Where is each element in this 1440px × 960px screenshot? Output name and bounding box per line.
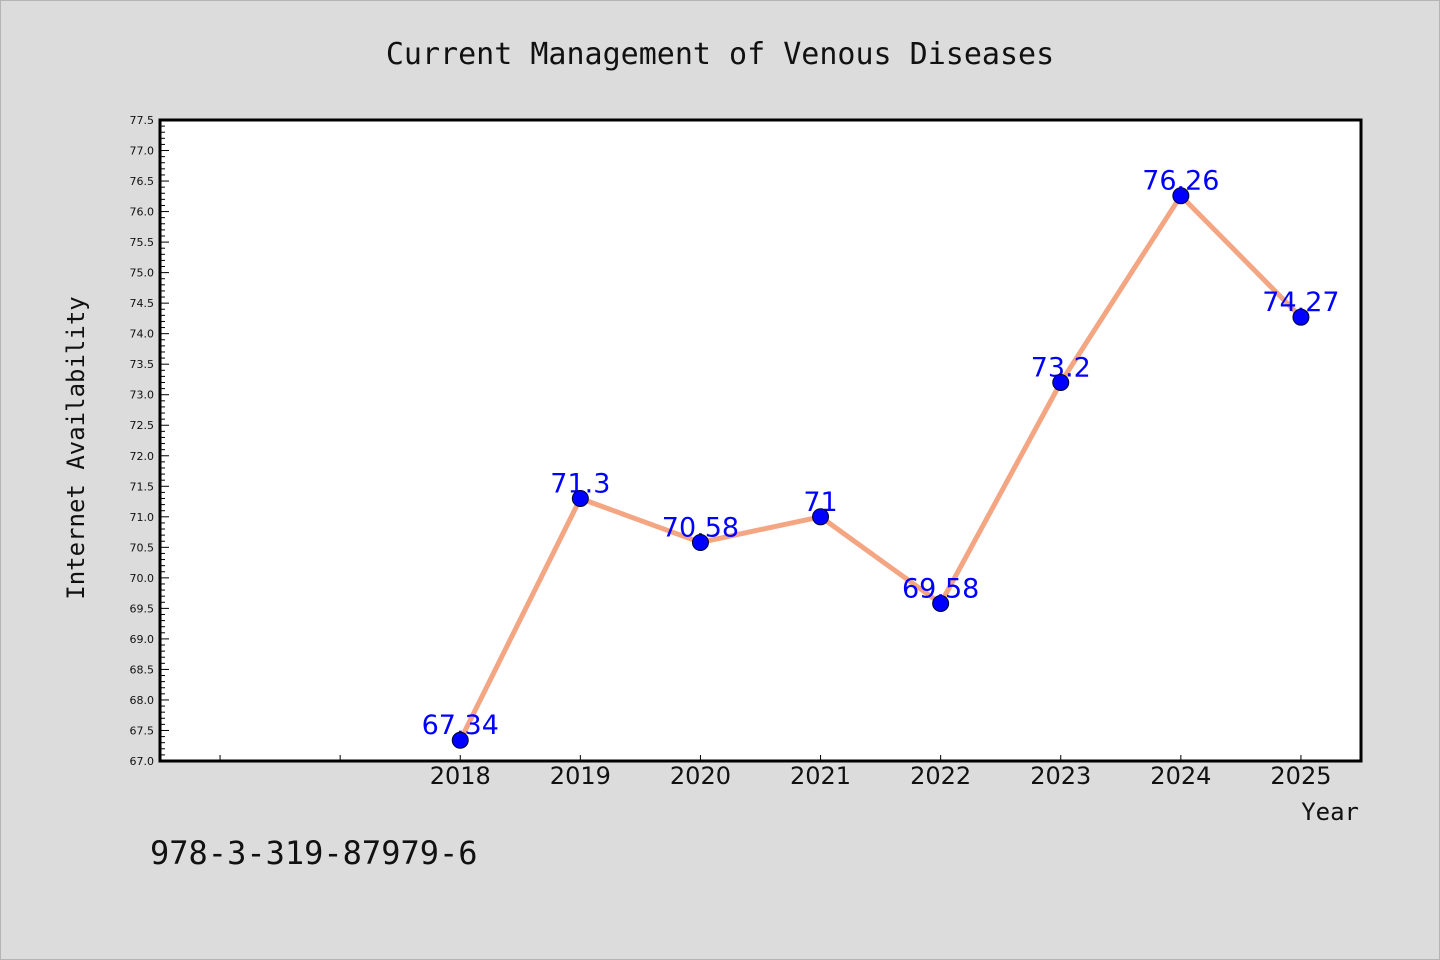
y-tick-label: 76.0	[130, 206, 155, 219]
x-axis-label: Year	[1301, 798, 1359, 826]
plot-area	[158, 118, 1363, 763]
data-point	[1172, 187, 1190, 205]
y-tick-label: 75.0	[130, 267, 155, 280]
x-tick-label: 2025	[1270, 762, 1331, 790]
y-tick-label: 74.0	[130, 328, 155, 341]
y-tick-label: 73.5	[130, 358, 155, 371]
x-tick-label: 2020	[670, 762, 731, 790]
data-point	[691, 533, 709, 551]
data-point	[812, 508, 830, 526]
x-tick-label: 2018	[430, 762, 491, 790]
chart-title: Current Management of Venous Diseases	[386, 37, 1054, 72]
y-tick-label: 76.5	[130, 175, 155, 188]
y-tick-label: 70.0	[130, 572, 155, 585]
data-point	[571, 489, 589, 507]
data-point	[932, 594, 950, 612]
x-tick-label: 2019	[550, 762, 611, 790]
y-tick-label: 68.0	[130, 694, 155, 707]
data-point	[1052, 374, 1070, 392]
y-tick-label: 77.0	[130, 145, 155, 158]
y-tick-label: 72.0	[130, 450, 155, 463]
y-tick-label: 69.0	[130, 633, 155, 646]
x-axis: 2018 2019 2020 2021 2022 2023 2024 2025	[219, 755, 1331, 790]
isbn-footer: 978-3-319-87979-6	[150, 834, 478, 872]
data-point	[1292, 308, 1310, 326]
x-tick-label: 2022	[910, 762, 971, 790]
y-tick-label: 73.0	[130, 389, 155, 402]
y-tick-label: 71.5	[130, 480, 155, 493]
y-tick-label: 71.0	[130, 511, 155, 524]
y-tick-label: 77.5	[130, 114, 155, 127]
x-tick-label: 2023	[1030, 762, 1091, 790]
x-tick-label: 2024	[1150, 762, 1211, 790]
series-line	[457, 193, 1304, 743]
y-axis-label: Internet Availability	[62, 296, 90, 599]
y-tick-label: 72.5	[130, 419, 155, 432]
y-tick-label: 68.5	[130, 663, 155, 676]
y-tick-label: 69.5	[130, 602, 155, 615]
y-tick-label: 74.5	[130, 297, 155, 310]
y-axis: 67.0 67.5 68.0 68.5 69.0 69.5 70.0 70.5 71.0 71.5…	[130, 114, 169, 768]
y-tick-label: 67.5	[130, 724, 155, 737]
y-tick-label: 75.5	[130, 236, 155, 249]
data-point	[451, 731, 469, 749]
x-tick-label: 2021	[790, 762, 851, 790]
y-tick-label: 70.5	[130, 541, 155, 554]
y-tick-label: 67.0	[130, 755, 155, 768]
